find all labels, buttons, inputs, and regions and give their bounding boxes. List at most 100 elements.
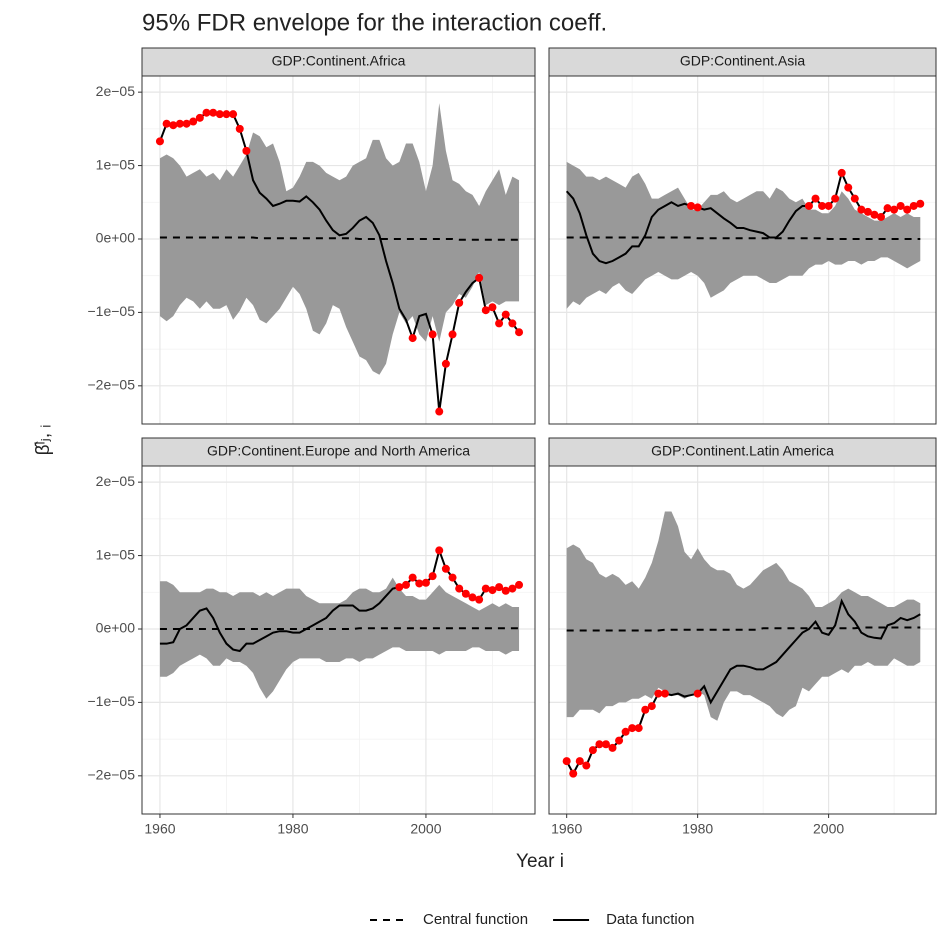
outside-point	[461, 589, 470, 598]
outside-point	[588, 746, 597, 755]
outside-point	[435, 407, 444, 416]
outside-point	[863, 207, 872, 216]
x-axis-label: Year i	[516, 851, 564, 872]
envelope	[159, 103, 520, 375]
strip-background	[141, 47, 536, 77]
panel-border	[141, 75, 536, 425]
outside-point	[395, 583, 404, 592]
outside-point	[481, 584, 490, 593]
outside-point	[508, 584, 517, 593]
outside-point	[693, 203, 702, 212]
outside-point	[844, 183, 853, 192]
outside-point	[242, 146, 251, 155]
outside-point	[515, 328, 524, 337]
outside-point	[209, 108, 218, 117]
panel-border	[548, 465, 937, 815]
outside-point	[435, 546, 444, 555]
y-tick-label: 1e−05	[96, 546, 136, 562]
outside-point	[601, 740, 610, 749]
outside-point	[202, 108, 211, 117]
outside-point	[857, 205, 866, 214]
x-tick-label: 2000	[410, 821, 441, 837]
outside-point	[850, 194, 859, 203]
legend-label: Central function	[423, 911, 528, 928]
outside-point	[481, 306, 490, 315]
y-tick-label: 2e−05	[96, 473, 136, 489]
outside-point	[804, 201, 813, 210]
outside-point	[215, 110, 224, 119]
y-tick-label: −1e−05	[88, 303, 136, 319]
outside-point	[909, 201, 918, 210]
outside-point	[155, 137, 164, 146]
outside-point	[448, 330, 457, 339]
outside-point	[495, 583, 504, 592]
y-tick-label: 0e+00	[96, 230, 136, 246]
y-tick-label: −2e−05	[88, 767, 136, 783]
outside-point	[448, 573, 457, 582]
outside-point	[647, 702, 656, 711]
outside-point	[475, 273, 484, 282]
outside-point	[455, 298, 464, 307]
outside-point	[608, 743, 617, 752]
outside-point	[501, 586, 510, 595]
outside-point	[811, 194, 820, 203]
outside-point	[562, 757, 571, 766]
x-tick-label: 1980	[682, 821, 713, 837]
legend-label: Data function	[606, 911, 694, 928]
outside-point	[428, 572, 437, 581]
outside-point	[687, 201, 696, 210]
outside-point	[408, 573, 417, 582]
outside-point	[575, 757, 584, 766]
strip-background	[548, 437, 937, 467]
outside-point	[896, 201, 905, 210]
x-tick-label: 1960	[551, 821, 582, 837]
series-line	[566, 236, 921, 240]
outside-point	[660, 689, 669, 698]
outside-point	[876, 212, 885, 221]
series-line	[159, 627, 520, 630]
outside-point	[162, 119, 171, 128]
outside-point	[169, 121, 178, 130]
outside-point	[235, 124, 244, 133]
y-tick-label: 0e+00	[96, 620, 136, 636]
outside-point	[222, 110, 231, 119]
outside-point	[641, 705, 650, 714]
outside-point	[175, 119, 184, 128]
y-tick-label: −2e−05	[88, 377, 136, 393]
strip-label: GDP:Continent.Asia	[680, 53, 805, 69]
strip-background	[548, 47, 937, 77]
outside-point	[824, 201, 833, 210]
outside-point	[582, 761, 591, 770]
outside-point	[615, 736, 624, 745]
y-tick-label: 2e−05	[96, 83, 136, 99]
outside-point	[401, 580, 410, 589]
outside-point	[415, 579, 424, 588]
panel-border	[548, 75, 937, 425]
series-line	[159, 236, 520, 241]
outside-point	[595, 740, 604, 749]
outside-point	[634, 724, 643, 733]
outside-point	[229, 110, 238, 119]
outside-point	[569, 769, 578, 778]
outside-point	[475, 595, 484, 604]
outside-point	[903, 205, 912, 214]
outside-point	[441, 564, 450, 573]
outside-point	[182, 119, 191, 128]
outside-point	[515, 580, 524, 589]
x-tick-label: 2000	[813, 821, 844, 837]
outside-point	[501, 310, 510, 319]
panel-border	[141, 465, 536, 815]
outside-point	[428, 330, 437, 339]
outside-point	[495, 319, 504, 328]
outside-point	[883, 204, 892, 213]
chart-title: 95% FDR envelope for the interaction coe…	[142, 9, 607, 36]
outside-point	[693, 689, 702, 698]
outside-point	[455, 584, 464, 593]
outside-point	[818, 201, 827, 210]
outside-point	[441, 359, 450, 368]
y-axis-label: β̂ˡⱼ, ᵢ	[33, 425, 54, 456]
y-tick-label: 1e−05	[96, 156, 136, 172]
outside-point	[468, 593, 477, 602]
envelope	[566, 161, 921, 309]
